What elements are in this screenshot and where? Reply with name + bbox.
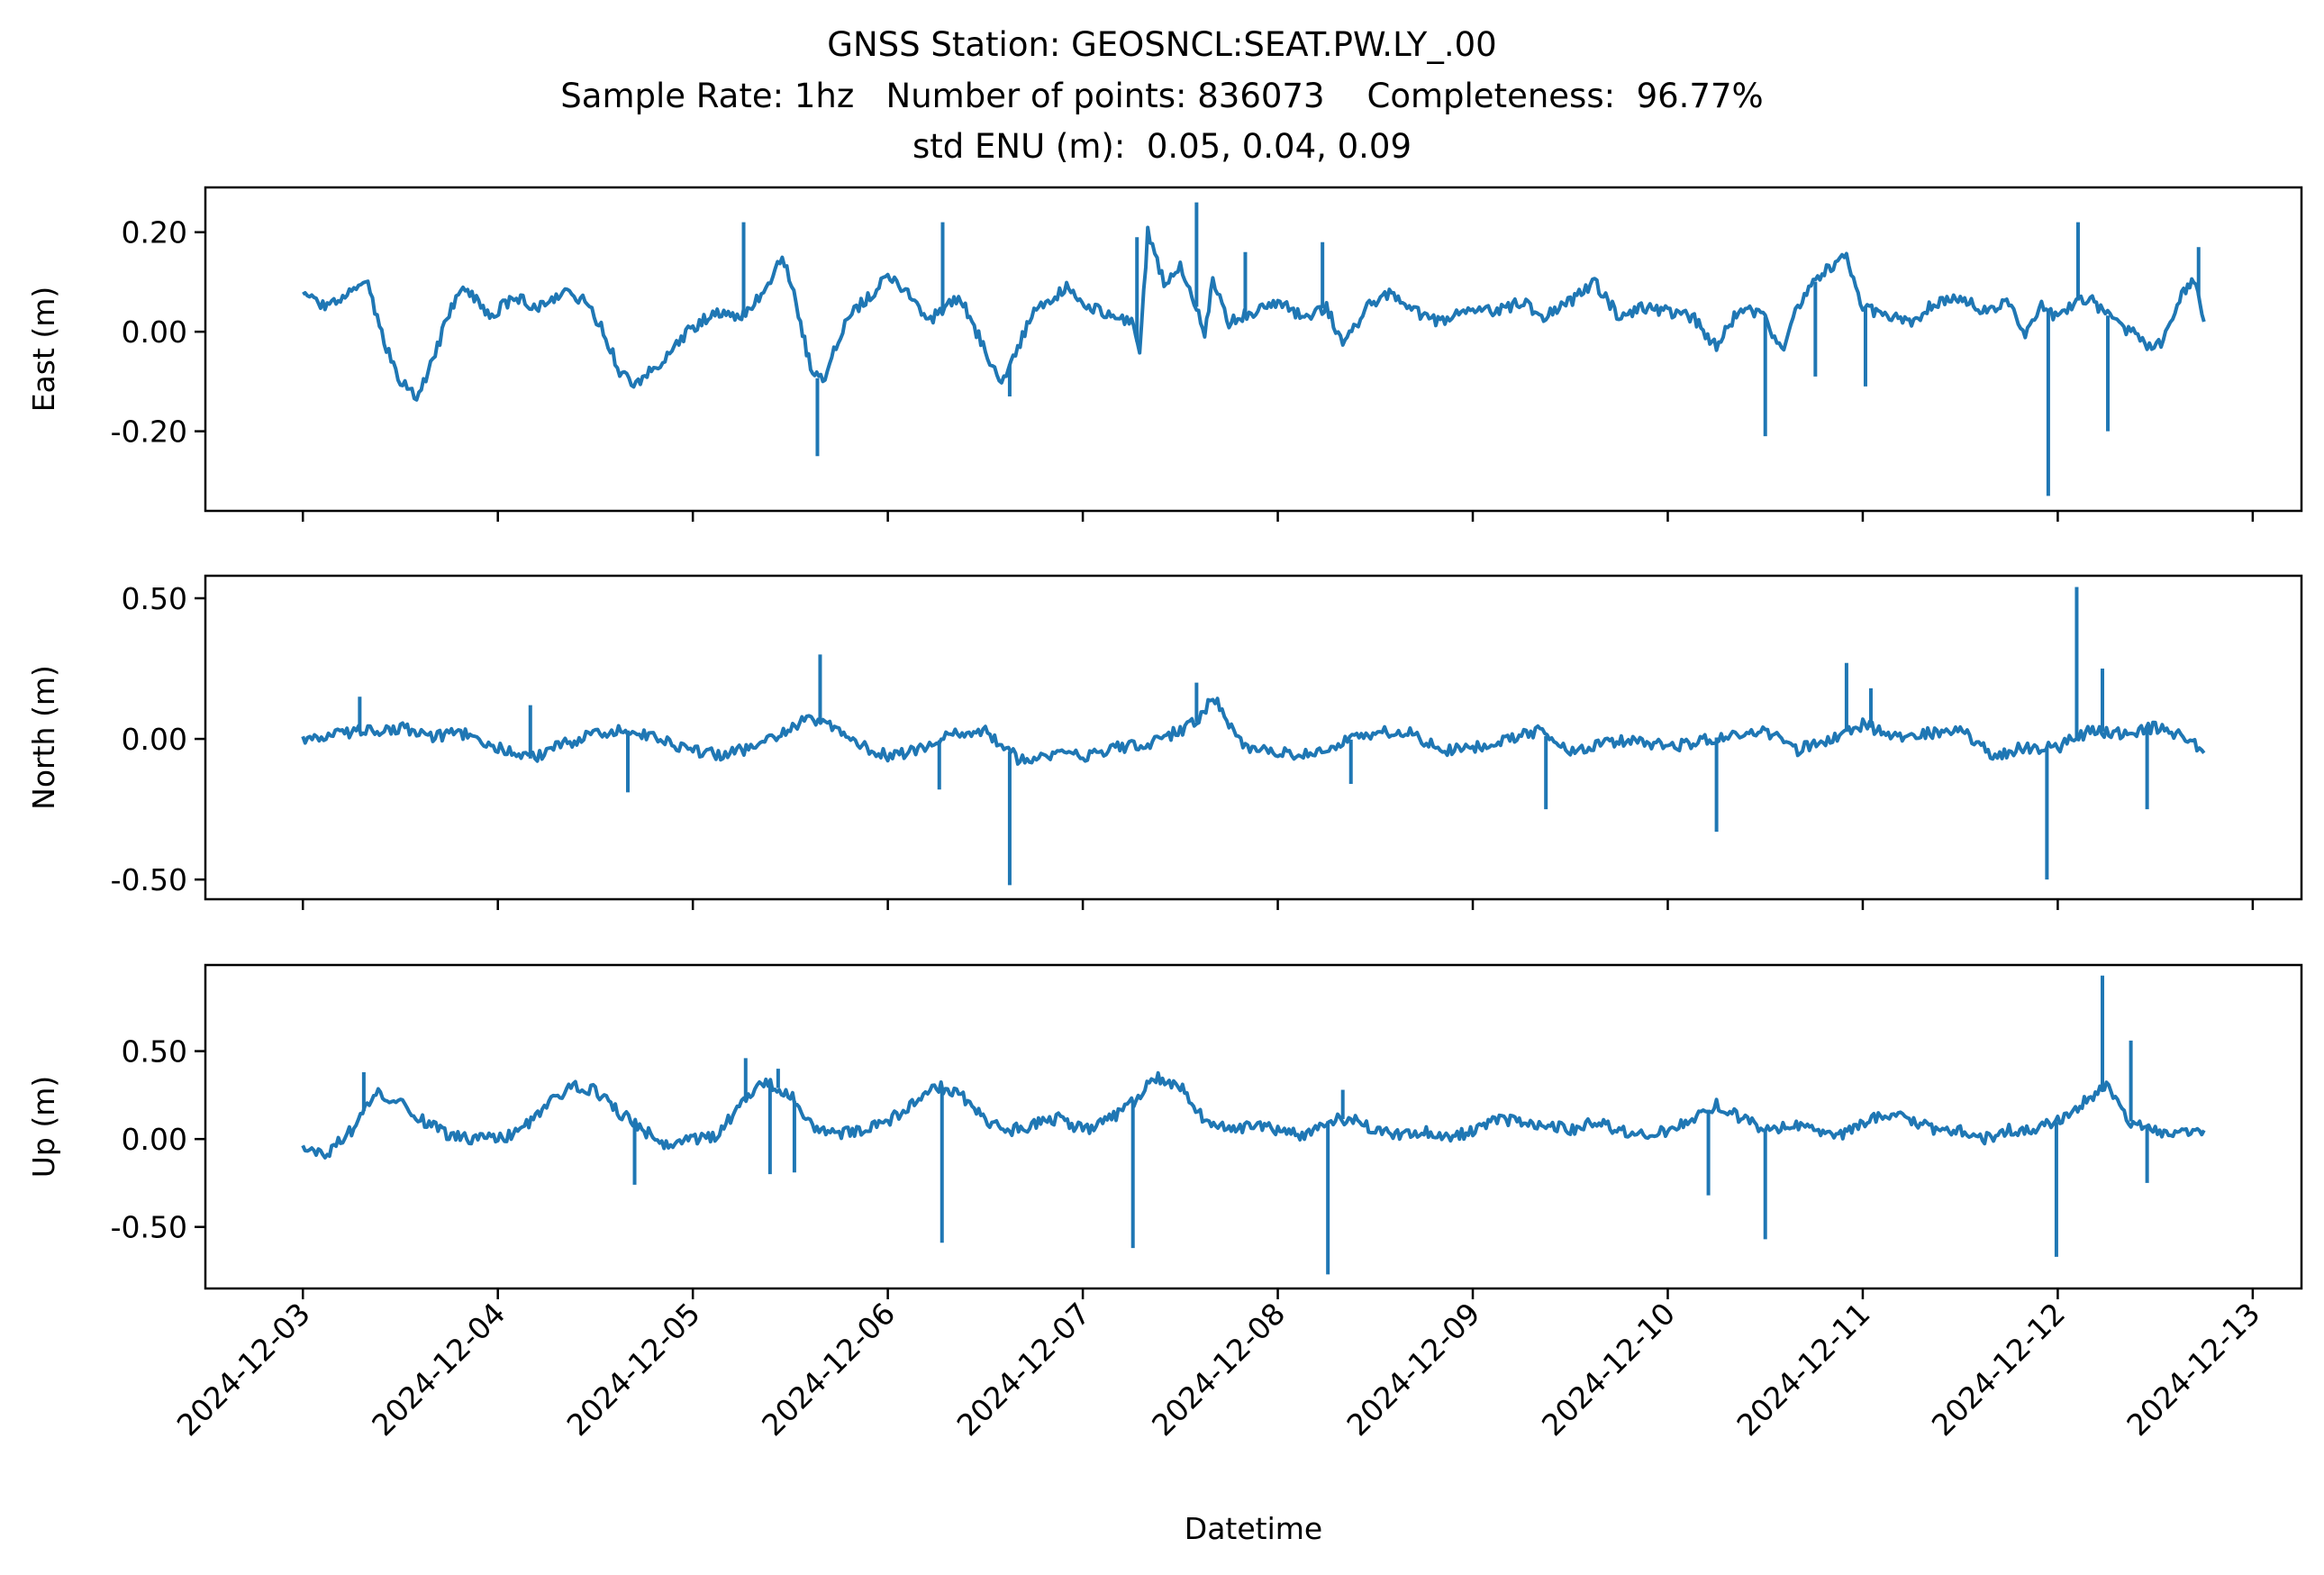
y-tick-label-2-1: 0.00 [122,1122,187,1157]
series-line-1 [301,696,2206,766]
y-tick-label-0-1: 0.00 [122,314,187,350]
x-tick-label-9: 2024-12-12 [1925,1296,2072,1443]
panel-frame-0 [204,186,2303,513]
title-line-1: GNSS Station: GEOSNCL:SEAT.PW.LY_.00 [827,25,1497,64]
y-axis-label-0: East (m) [26,287,61,413]
x-tick-label-7: 2024-12-10 [1535,1296,1682,1443]
y-axis-label-2: Up (m) [26,1076,61,1179]
x-tick-label-3: 2024-12-06 [755,1296,902,1443]
y-tick-label-1-0: 0.50 [122,581,187,616]
panel-frame-1 [204,574,2303,901]
x-tick-label-10: 2024-12-13 [2120,1296,2266,1443]
series-line-0 [302,225,2206,402]
y-tick-label-0-2: -0.20 [111,414,187,450]
y-tick-label-2-0: 0.50 [122,1034,187,1070]
x-tick-label-4: 2024-12-07 [950,1296,1097,1443]
y-tick-label-0-0: 0.20 [122,215,187,250]
title-line-2: Sample Rate: 1hz Number of points: 83607… [560,77,1764,115]
x-tick-label-8: 2024-12-11 [1729,1296,1876,1443]
y-axis-label-1: North (m) [26,665,61,810]
x-tick-label-2: 2024-12-05 [560,1296,707,1443]
x-tick-label-0: 2024-12-03 [170,1296,317,1443]
x-axis-label: Datetime [1185,1511,1322,1546]
x-tick-label-1: 2024-12-04 [365,1296,512,1443]
y-tick-label-1-1: 0.00 [122,722,187,757]
x-tick-label-5: 2024-12-08 [1145,1296,1292,1443]
panel-frame-2 [204,963,2303,1290]
y-tick-label-1-2: -0.50 [111,862,187,897]
y-tick-label-2-2: -0.50 [111,1210,187,1245]
title-line-3: std ENU (m): 0.05, 0.04, 0.09 [912,127,1412,166]
series-line-2 [301,1070,2206,1160]
x-tick-label-6: 2024-12-09 [1339,1296,1486,1443]
